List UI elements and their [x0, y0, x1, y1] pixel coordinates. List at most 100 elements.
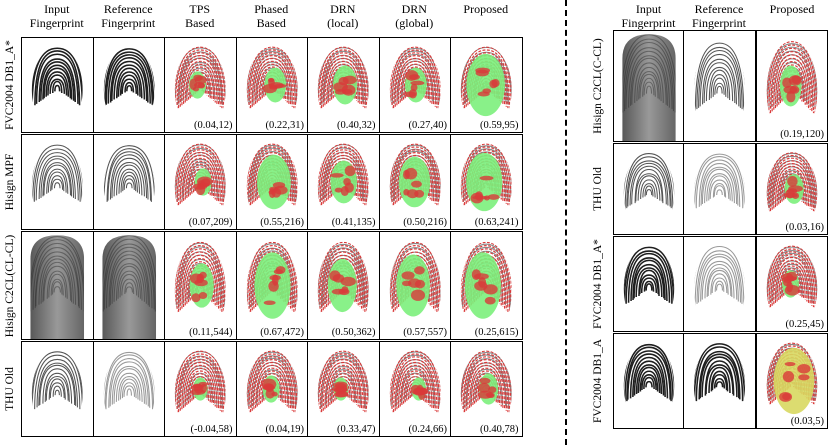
row-label-2: Hisign C2CL(CL-CL): [4, 234, 16, 337]
fingerprint-image: [389, 143, 441, 210]
fingerprint-image: [174, 143, 226, 210]
score-label: (0.03,5): [789, 416, 825, 428]
fingerprint-image: [31, 46, 83, 110]
column-header-4: DRN (local): [327, 2, 359, 30]
input-fingerprint-cell: [613, 30, 685, 142]
fingerprint-image: [317, 241, 369, 317]
fingerprint-image: [174, 350, 226, 417]
fingerprint-image: [101, 235, 156, 339]
score-label: (0.50,362): [330, 327, 377, 339]
score-label: (0.59,95): [479, 120, 520, 132]
overlay-result-cell: (0.03,16): [756, 143, 828, 235]
fingerprint-image: [766, 245, 818, 312]
reference-fingerprint-cell: [92, 134, 165, 230]
score-label: (0.22,31): [264, 120, 305, 132]
fingerprint-image: [317, 143, 369, 210]
score-label: (-0.04,58): [189, 424, 234, 436]
right-row-label-1: THU Old: [592, 167, 604, 211]
fingerprint-image: [174, 46, 226, 113]
fingerprint-image: [460, 350, 512, 417]
overlay-result-cell: (0.27,40): [378, 37, 451, 133]
fingerprint-image: [623, 152, 675, 213]
reference-fingerprint-cell: [683, 236, 756, 332]
overlay-result-cell: (0.63,241): [450, 134, 523, 230]
fingerprint-image: [103, 350, 155, 413]
column-header-5: DRN (global): [395, 2, 434, 30]
score-label: (0.40,78): [479, 424, 520, 436]
overlay-result-cell: (0.22,31): [235, 37, 308, 133]
fingerprint-image: [460, 143, 512, 212]
score-label: (0.57,557): [402, 327, 448, 339]
overlay-result-cell: (0.59,95): [450, 37, 523, 133]
score-label: (0.24,66): [407, 424, 448, 436]
right-column-header-2: Proposed: [769, 2, 815, 16]
column-header-2: TPS Based: [185, 2, 215, 30]
fingerprint-image: [622, 34, 676, 141]
overlay-result-cell: (-0.04,58): [164, 341, 237, 437]
fingerprint-image: [317, 46, 369, 113]
reference-fingerprint-cell: [683, 30, 756, 142]
score-label: (0.25,45): [784, 319, 825, 331]
fingerprint-image: [766, 152, 818, 216]
overlay-result-cell: (0.50,362): [307, 231, 380, 340]
overlay-result-cell: (0.50,216): [378, 134, 451, 230]
overlay-result-cell: (0.57,557): [378, 231, 451, 340]
fingerprint-image: [460, 46, 512, 117]
reference-fingerprint-cell: [683, 143, 756, 235]
fingerprint-image: [103, 143, 155, 206]
score-label: (0.11,544): [188, 327, 234, 339]
fingerprint-image: [623, 342, 675, 405]
score-label: (0.03,16): [784, 222, 825, 234]
overlay-result-cell: (0.33,47): [307, 341, 380, 437]
overlay-result-cell: (0.55,216): [235, 134, 308, 230]
fingerprint-image: [174, 241, 226, 317]
overlay-result-cell: (0.40,32): [307, 37, 380, 133]
score-label: (0.27,40): [407, 120, 448, 132]
input-fingerprint-cell: [613, 236, 685, 332]
reference-fingerprint-cell: [92, 37, 165, 133]
column-header-1: Reference Fingerprint: [101, 2, 156, 30]
fingerprint-image: [766, 342, 818, 415]
score-label: (0.40,32): [336, 120, 377, 132]
input-fingerprint-cell: [21, 37, 94, 133]
input-fingerprint-cell: [21, 134, 94, 230]
right-row-label-0: Hisign C2CL(C-CL): [592, 38, 604, 134]
column-header-3: Phased Based: [254, 2, 289, 30]
fingerprint-image: [317, 350, 369, 417]
score-label: (0.41,135): [330, 217, 377, 229]
right-row-label-2: FVC2004 DB1_A*: [592, 239, 604, 329]
score-label: (0.50,216): [402, 217, 448, 229]
overlay-result-cell: (0.25,45): [756, 236, 828, 332]
fingerprint-image: [389, 241, 441, 317]
score-label: (0.55,216): [259, 217, 305, 229]
score-label: (0.67,472): [259, 327, 305, 339]
overlay-result-cell: (0.04,19): [235, 341, 308, 437]
fingerprint-image: [766, 40, 818, 119]
right-row-label-3: FVC2004 DB1_A: [592, 338, 604, 424]
overlay-result-cell: (0.40,78): [450, 341, 523, 437]
score-label: (0.19,120): [779, 129, 825, 141]
fingerprint-image: [30, 235, 85, 339]
input-fingerprint-cell: [613, 333, 685, 429]
column-header-6: Proposed: [463, 2, 509, 16]
right-column-header-0: Input Fingerprint: [621, 2, 676, 30]
fingerprint-image: [693, 40, 746, 114]
row-label-3: THU Old: [4, 367, 16, 411]
fingerprint-image: [246, 350, 298, 417]
fingerprint-image: [693, 152, 746, 212]
overlay-result-cell: (0.67,472): [235, 231, 308, 340]
overlay-result-cell: (0.03,5): [756, 333, 828, 429]
column-header-0: Input Fingerprint: [29, 2, 84, 30]
score-label: (0.63,241): [473, 217, 520, 229]
reference-fingerprint-cell: [92, 231, 165, 340]
fingerprint-image: [623, 245, 675, 308]
fingerprint-image: [693, 245, 746, 308]
score-label: (0.07,209): [187, 217, 234, 229]
input-fingerprint-cell: [613, 143, 685, 235]
overlay-result-cell: (0.19,120): [756, 30, 828, 142]
fingerprint-image: [246, 46, 298, 113]
overlay-result-cell: (0.11,544): [164, 231, 237, 340]
fingerprint-image: [31, 350, 83, 413]
fingerprint-image: [31, 143, 83, 207]
reference-fingerprint-cell: [92, 341, 165, 437]
